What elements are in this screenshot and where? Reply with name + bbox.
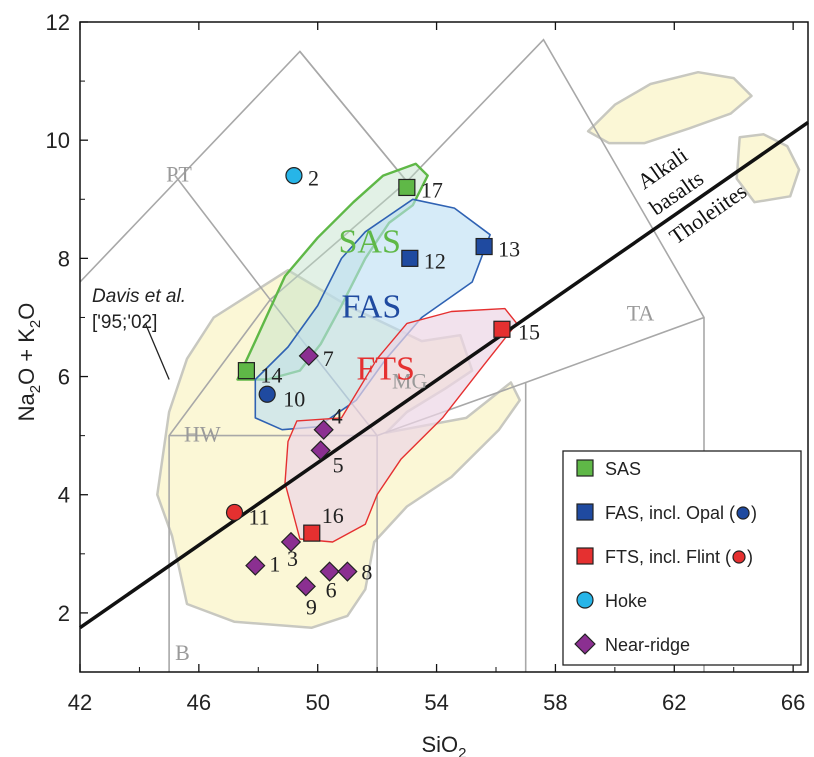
point-label-10: 10 (283, 386, 305, 411)
y-tick-label-2: 2 (58, 601, 70, 626)
legend-marker-4 (574, 633, 596, 655)
classification-line-3 (168, 180, 408, 672)
point-label-6: 6 (326, 578, 337, 603)
alkali-tholeiite-divider (79, 121, 809, 630)
point-2 (285, 167, 303, 185)
point-label-7: 7 (323, 346, 334, 371)
davis-label: Davis et al. (92, 286, 186, 307)
y-tick-label-8: 8 (58, 246, 70, 271)
legend-label-3: Hoke (605, 591, 647, 611)
point-12 (401, 249, 419, 267)
x-tick-label-42: 42 (68, 690, 92, 715)
point-label-3: 3 (287, 546, 298, 571)
envelope-FAS (254, 198, 491, 431)
classification-line-0 (79, 38, 705, 672)
legend-label-2: FTS, incl. Flint ( (605, 547, 731, 567)
x-tick-label-62: 62 (662, 690, 686, 715)
legend: SAS FAS, incl. Opal () FTS, incl. Flint ()… (562, 450, 802, 666)
point-4 (313, 419, 334, 440)
legend-inline-opal (736, 506, 750, 520)
legend-label-4: Near-ridge (605, 635, 690, 655)
field-label-hw: HW (184, 422, 221, 447)
point-14 (237, 362, 255, 380)
point-label-13: 13 (498, 237, 520, 262)
point-5 (310, 440, 331, 461)
field-label-ta: TA (627, 300, 655, 325)
legend-close-1: ) (751, 503, 757, 523)
point-label-11: 11 (249, 504, 270, 529)
field-label-pt: PT (166, 162, 192, 187)
davis-leader-line (144, 323, 170, 380)
group-label-sas: SAS (339, 223, 401, 260)
point-label-15: 15 (518, 319, 540, 344)
legend-close-2: ) (747, 547, 753, 567)
point-6 (319, 561, 340, 582)
davis-years-label: ['95;'02] (92, 312, 157, 333)
point-label-9: 9 (306, 594, 317, 619)
x-tick-label-46: 46 (187, 690, 211, 715)
x-tick-label-50: 50 (305, 690, 329, 715)
classification-line-6 (299, 50, 408, 183)
legend-marker-0 (576, 459, 594, 477)
point-label-2: 2 (308, 166, 319, 191)
y-tick-label-4: 4 (58, 483, 70, 508)
y-tick-label-6: 6 (58, 365, 70, 390)
legend-label-1: FAS, incl. Opal ( (605, 503, 735, 523)
point-7 (298, 345, 319, 367)
legend-box (562, 450, 802, 666)
point-16 (303, 524, 321, 542)
x-tick-label-58: 58 (543, 690, 567, 715)
legend-label-0: SAS (605, 459, 641, 479)
group-label-fts: FTS (356, 351, 415, 388)
alkali-tholeiite-line (79, 121, 809, 630)
plot-frame (79, 21, 809, 673)
point-label-14: 14 (260, 363, 282, 388)
point-13 (475, 237, 493, 256)
point-3 (280, 531, 302, 553)
point-label-12: 12 (424, 248, 446, 273)
field-label-b: B (175, 640, 190, 665)
davis-field-right (735, 133, 801, 204)
point-label-17: 17 (421, 177, 443, 202)
point-8 (337, 561, 358, 582)
point-label-16: 16 (322, 503, 344, 528)
point-label-4: 4 (332, 404, 343, 429)
group-label-fas: FAS (341, 288, 401, 325)
legend-marker-2 (576, 547, 594, 565)
x-tick-label-66: 66 (781, 690, 805, 715)
legend-marker-1 (576, 503, 594, 521)
legend-inline-flint (732, 550, 746, 564)
field-label-mg: MG (392, 368, 428, 393)
envelope-FTS (284, 307, 518, 543)
data-points: 14 17 12 13 10 15 16 11 2 1 3 4 5 6 7 8 9 (225, 166, 540, 619)
point-11 (225, 503, 244, 522)
legend-marker-3 (576, 591, 594, 609)
point-label-5: 5 (333, 452, 344, 477)
davis-field-upper (586, 70, 753, 145)
point-label-1: 1 (269, 552, 280, 577)
point-17 (398, 178, 416, 197)
y-axis-title: Na2O + K2O (14, 303, 44, 422)
point-9 (295, 576, 316, 597)
point-1 (245, 555, 266, 576)
point-10 (258, 385, 276, 403)
group-envelopes (236, 162, 518, 543)
point-15 (493, 320, 511, 338)
point-label-8: 8 (361, 560, 372, 585)
x-axis-title: SiO2 (421, 732, 466, 757)
y-tick-label-10: 10 (46, 128, 70, 153)
y-tick-label-12: 12 (46, 10, 70, 35)
x-tick-label-54: 54 (424, 690, 448, 715)
